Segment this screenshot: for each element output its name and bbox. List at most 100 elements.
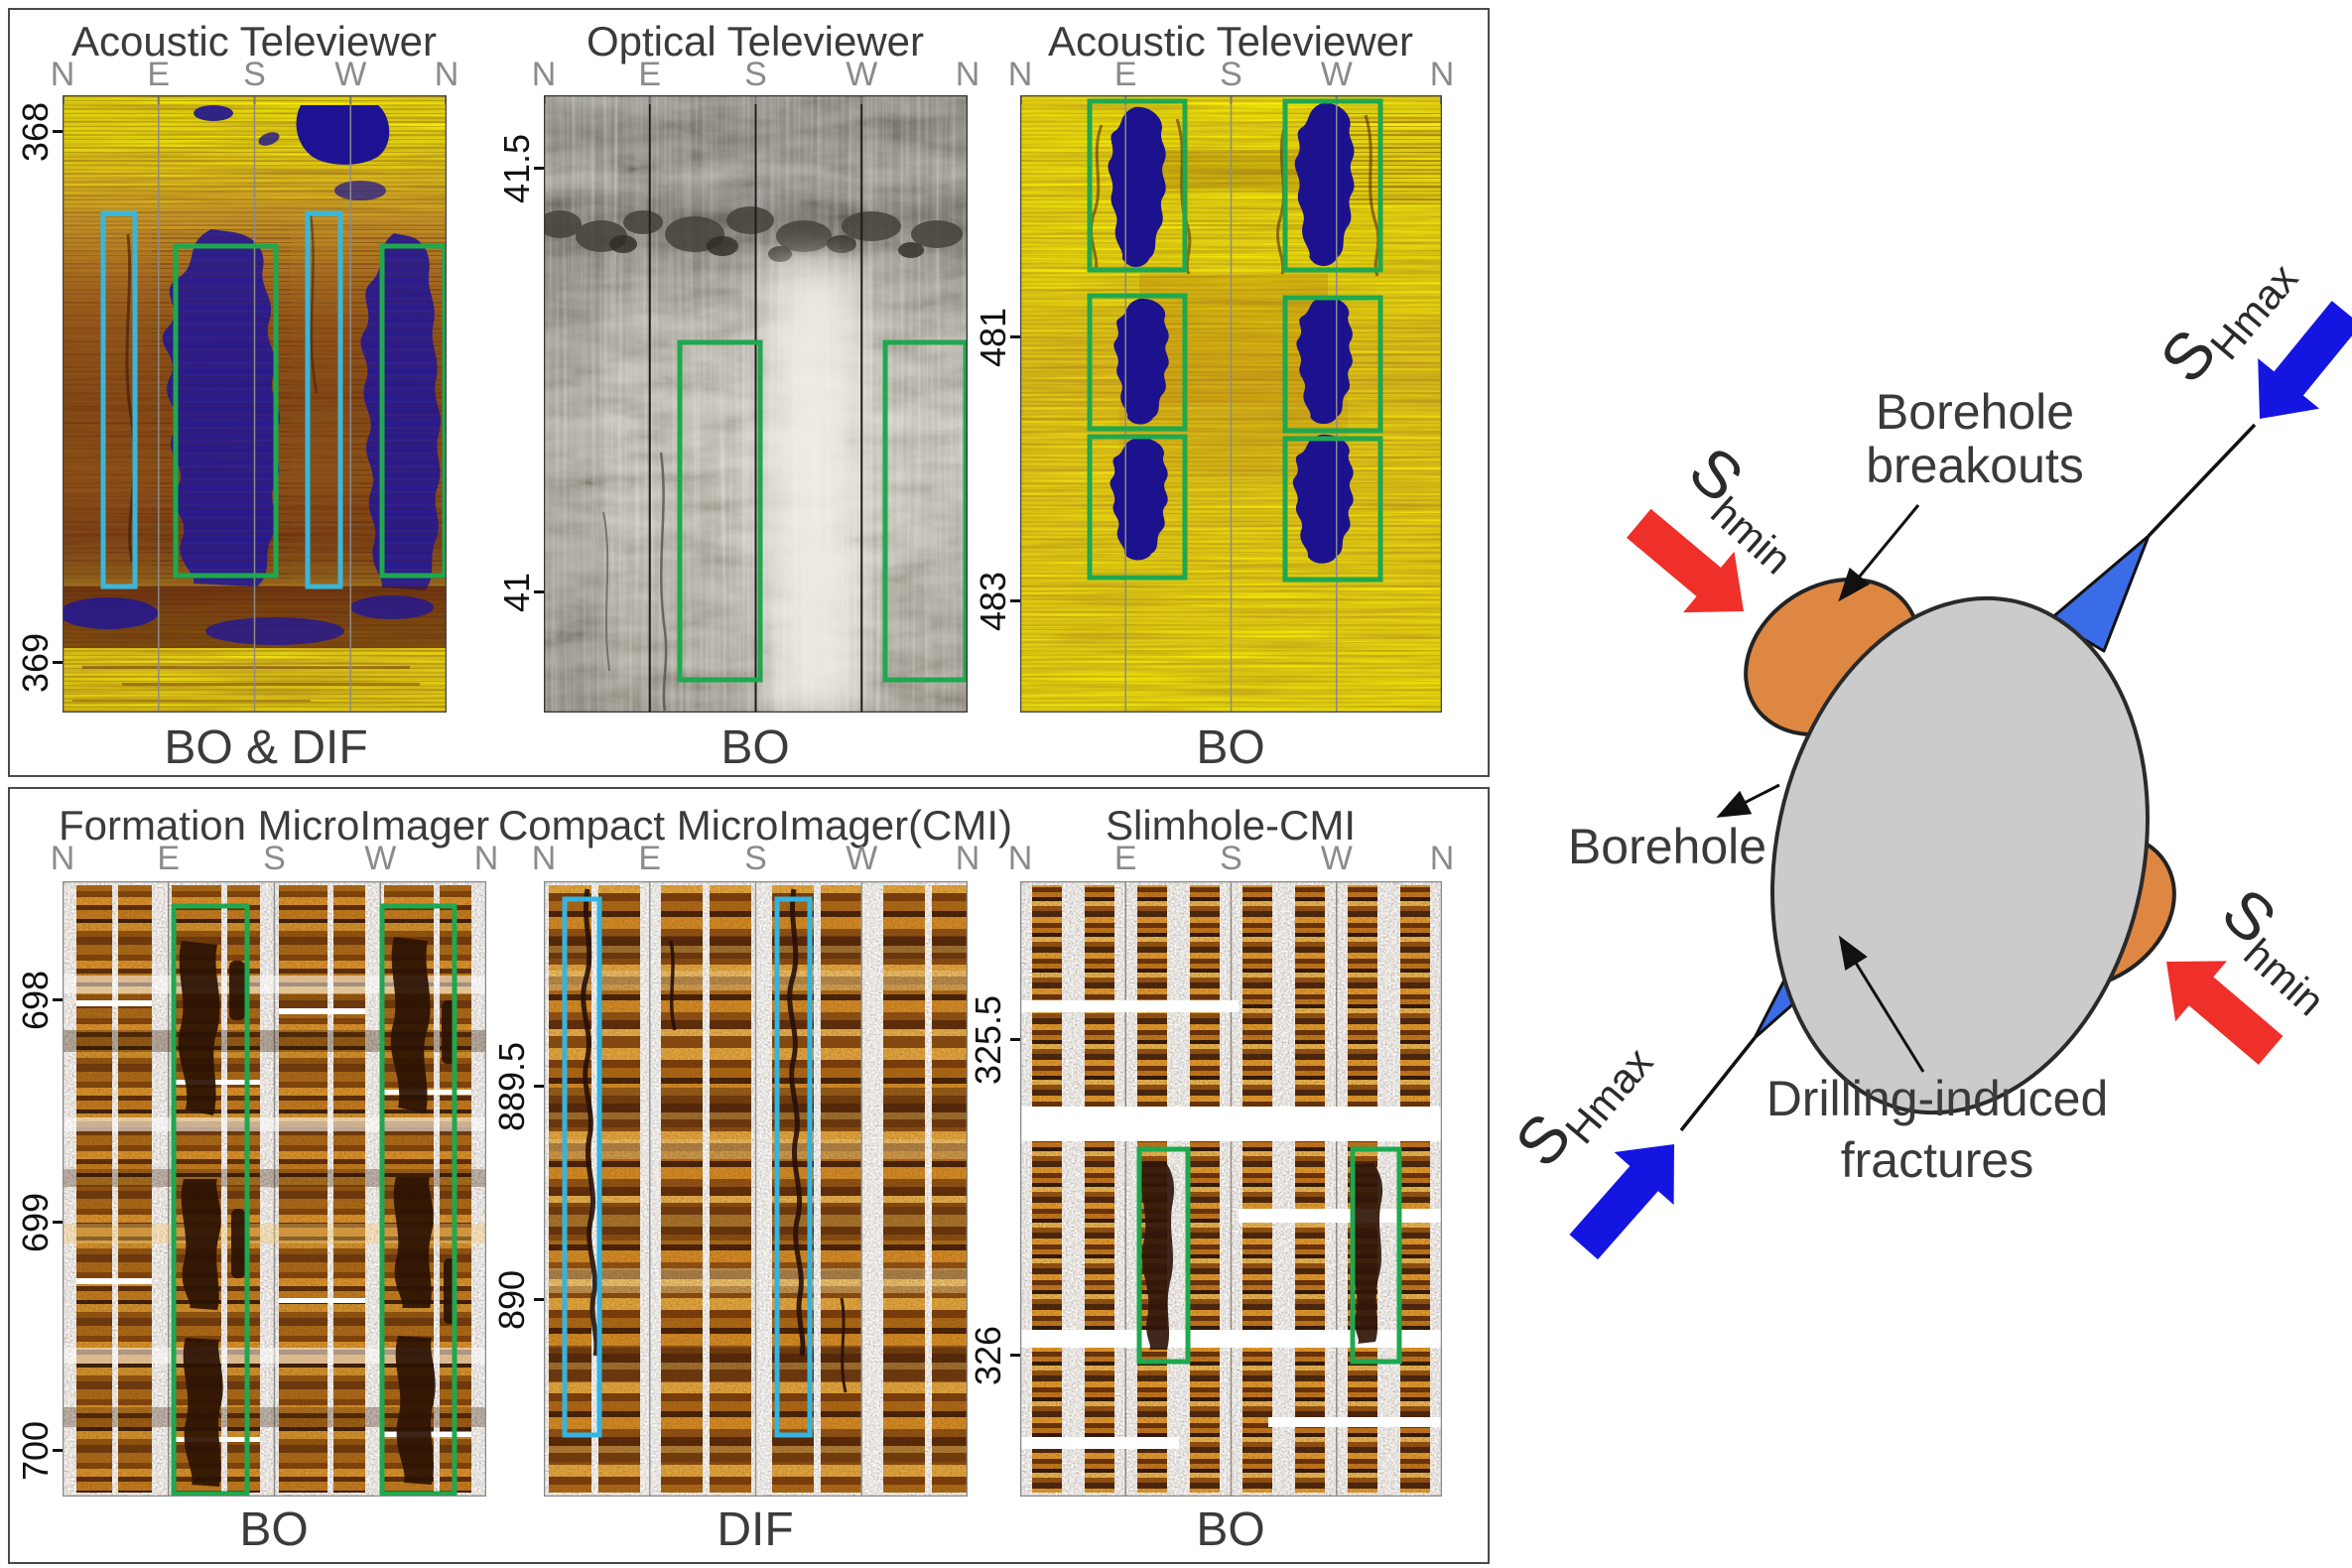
- compass-row-cmi: N E S W N: [532, 840, 980, 877]
- breakout-blobs: [178, 937, 457, 1487]
- compass-e: E: [638, 56, 662, 93]
- depth-tick: [1010, 1354, 1020, 1357]
- fractures-label-line2: fractures: [1841, 1132, 2034, 1188]
- depth-tick: [1010, 599, 1020, 602]
- panel-title-atv-right: Acoustic Televiewer: [1047, 18, 1414, 65]
- fracture-trace-line: [1679, 1036, 1757, 1132]
- depth-tick: [534, 167, 544, 170]
- compass-s: S: [1220, 840, 1242, 877]
- cmi-image: [544, 881, 968, 1497]
- fracture-box: [774, 896, 813, 1438]
- breakout-box: [882, 339, 968, 683]
- breakout-box: [1350, 1146, 1402, 1365]
- compass-e: E: [147, 56, 171, 93]
- compass-s: S: [263, 840, 286, 877]
- depth-tick: [1010, 1038, 1020, 1041]
- breakouts-label-line1: Borehole: [1876, 384, 2074, 440]
- depth-tick: [53, 661, 63, 664]
- depth-tick: [53, 998, 63, 1001]
- compass-n2: N: [1429, 56, 1455, 93]
- breakout-box: [1282, 295, 1383, 434]
- breakout-box: [677, 339, 763, 683]
- atv-left-image: [63, 95, 447, 713]
- annotation-boxes: [677, 339, 968, 683]
- compass-n: N: [1007, 840, 1033, 877]
- panel-title-atv-left: Acoustic Televiewer: [70, 18, 438, 65]
- depth-tick: [534, 1085, 544, 1088]
- borehole-label: Borehole: [1568, 819, 1766, 874]
- depth-tick: [53, 130, 63, 133]
- gridlines: [1124, 95, 1338, 713]
- caption-cmi: DIF: [717, 1503, 794, 1556]
- compass-w: W: [364, 840, 397, 877]
- annotation-boxes: [562, 896, 813, 1438]
- breakout-box: [379, 243, 447, 579]
- compass-n2: N: [434, 56, 459, 93]
- compass-s: S: [744, 840, 767, 877]
- compass-row-slim: N E S W N: [1008, 840, 1455, 877]
- depth-label: 699: [15, 1192, 56, 1253]
- gridlines: [648, 95, 863, 713]
- caption-atv-right: BO: [1196, 721, 1265, 774]
- annotation-boxes: [171, 903, 457, 1497]
- panel-title-otv: Optical Televiewer: [586, 18, 925, 65]
- compass-n2: N: [955, 840, 980, 877]
- depth-tick: [53, 1221, 63, 1224]
- gridlines: [158, 95, 351, 713]
- white-bands: [1020, 1000, 1442, 1449]
- compass-w: W: [334, 56, 367, 93]
- atv-right-image: [1020, 95, 1442, 713]
- depth-label: 41.5: [496, 133, 537, 204]
- breakout-box: [379, 903, 457, 1497]
- breakout-box: [1087, 293, 1188, 432]
- fracture-box: [100, 210, 138, 589]
- panel-title-cmi: Compact MicroImager(CMI): [497, 802, 1013, 849]
- breakout-box: [1087, 434, 1188, 581]
- borehole-ellipse: [1770, 595, 2150, 1115]
- breakout-box: [1087, 98, 1188, 273]
- compass-w: W: [846, 56, 878, 93]
- slim-cmi-image: [1020, 881, 1442, 1497]
- compass-row-atv-right: N E S W N: [1008, 56, 1455, 93]
- fracture-trace-line: [2147, 423, 2257, 538]
- breakout-box: [171, 903, 250, 1497]
- annotation-boxes: [1087, 98, 1383, 583]
- caption-slim: BO: [1196, 1503, 1265, 1556]
- compass-s: S: [1220, 56, 1242, 93]
- breakout-box: [1282, 436, 1383, 583]
- dark-band-core: [609, 235, 924, 262]
- compass-e: E: [1113, 840, 1137, 877]
- breakout-blobs: [1140, 1161, 1383, 1350]
- depth-label: 481: [973, 307, 1013, 368]
- depth-tick: [53, 1449, 63, 1452]
- caption-atv-left: BO & DIF: [164, 721, 368, 774]
- fractures-label-line1: Drilling-induced: [1766, 1071, 2109, 1126]
- compass-n2: N: [955, 56, 980, 93]
- panel-title-slim: Slimhole-CMI: [1105, 802, 1357, 849]
- compass-n: N: [531, 840, 557, 877]
- fracture-box: [305, 210, 343, 589]
- compass-n2: N: [1429, 840, 1455, 877]
- compass-e: E: [638, 840, 662, 877]
- leader-arrows: [1713, 504, 1925, 1073]
- compass-e: E: [1113, 56, 1137, 93]
- annotation-boxes: [100, 210, 447, 589]
- breakouts-label-line2: breakouts: [1866, 438, 2084, 493]
- depth-label: 368: [15, 101, 56, 163]
- compass-w: W: [846, 840, 878, 877]
- otv-image: [544, 95, 968, 713]
- compass-row-fmi: N E S W N: [51, 840, 499, 877]
- compass-row-otv: N E S W N: [532, 56, 980, 93]
- compass-e: E: [157, 840, 181, 877]
- breakout-box: [1136, 1146, 1191, 1365]
- fracture-traces: [581, 888, 848, 1393]
- gridlines: [649, 881, 862, 1497]
- compass-s: S: [243, 56, 266, 93]
- caption-otv: BO: [720, 721, 790, 774]
- stress-schematic: Borehole breakouts Borehole Drilling-ind…: [1501, 255, 2352, 1273]
- compass-n2: N: [473, 840, 499, 877]
- depth-label: 889.5: [491, 1041, 532, 1132]
- fracture-box: [562, 896, 602, 1438]
- fmi-image: [63, 881, 486, 1497]
- depth-tick: [534, 1298, 544, 1301]
